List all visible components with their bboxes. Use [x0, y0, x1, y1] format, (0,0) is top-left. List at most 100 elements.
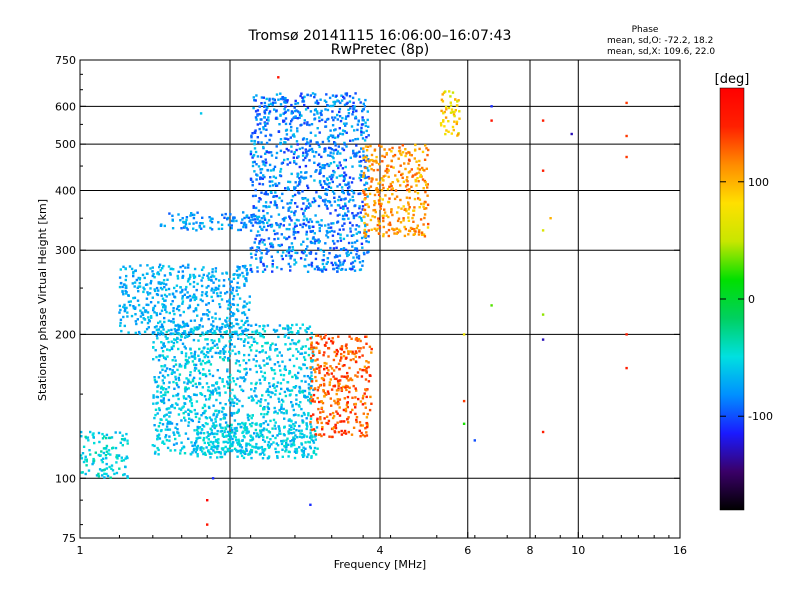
echo-point [192, 332, 195, 335]
echo-point [198, 426, 202, 429]
echo-point [189, 214, 192, 217]
echo-point [250, 256, 253, 259]
echo-point [251, 132, 254, 135]
echo-point [348, 390, 351, 394]
echo-point [358, 150, 361, 153]
echo-point [163, 316, 166, 320]
echo-point [248, 423, 252, 426]
echo-point [196, 412, 199, 415]
echo-point [157, 301, 160, 304]
echo-point [263, 440, 267, 443]
echo-point [216, 432, 219, 436]
echo-point [323, 336, 326, 339]
echo-point [285, 101, 289, 104]
echo-point [267, 237, 271, 240]
echo-point [113, 472, 116, 476]
echo-point [261, 334, 264, 338]
echo-point [163, 376, 166, 379]
echo-point [236, 308, 239, 311]
echo-point [130, 267, 134, 271]
echo-point [282, 120, 285, 123]
echo-point [541, 229, 545, 232]
echo-point [244, 428, 247, 432]
echo-point [201, 325, 204, 328]
echo-point [301, 420, 305, 424]
echo-point [282, 412, 285, 415]
echo-point [125, 306, 128, 310]
echo-point [222, 447, 225, 450]
echo-point [279, 432, 282, 435]
echo-point [271, 391, 274, 395]
echo-point [219, 455, 222, 459]
echo-point [412, 213, 415, 217]
echo-point [279, 138, 283, 141]
echo-point [165, 288, 168, 292]
echo-point [232, 297, 235, 301]
echo-point [152, 358, 155, 361]
echo-point [357, 119, 360, 122]
echo-point [263, 413, 266, 416]
echo-point [141, 313, 145, 316]
echo-point [262, 127, 265, 131]
echo-point [346, 401, 349, 404]
echo-point [207, 359, 210, 363]
echo-point [315, 426, 319, 429]
echo-point [221, 410, 224, 413]
echo-point [359, 173, 362, 176]
echo-point [294, 102, 297, 105]
echo-point [360, 129, 363, 132]
echo-point [243, 216, 246, 220]
echo-point [80, 435, 83, 438]
echo-point [357, 98, 361, 101]
echo-point [214, 439, 218, 443]
echo-point [266, 357, 269, 360]
echo-point [318, 165, 322, 169]
echo-point [337, 335, 340, 338]
echo-point [326, 390, 330, 393]
echo-point [261, 433, 264, 437]
echo-point [365, 371, 368, 374]
echo-point [263, 192, 266, 195]
chart-title: Tromsø 20141115 16:06:00–16:07:43 [248, 28, 512, 44]
echo-point [314, 453, 318, 456]
echo-point [229, 435, 233, 438]
echo-point [334, 144, 337, 147]
echo-point [217, 351, 220, 355]
echo-point [179, 452, 182, 455]
echo-point [338, 414, 342, 417]
echo-point [234, 362, 238, 365]
echo-point [240, 326, 243, 329]
echo-point [332, 340, 335, 344]
echo-point [219, 350, 222, 353]
echo-point [218, 409, 221, 413]
echo-point [249, 247, 252, 250]
echo-point [153, 452, 157, 455]
echo-point [345, 214, 348, 217]
echo-point [234, 396, 237, 399]
echo-point [117, 454, 121, 457]
echo-point [377, 220, 380, 223]
echo-point [189, 371, 192, 374]
echo-point [343, 222, 346, 225]
echo-point [235, 286, 239, 289]
echo-point [164, 308, 167, 311]
echo-point [447, 120, 450, 123]
echo-point [268, 138, 271, 142]
echo-point [296, 110, 300, 113]
echo-point [276, 412, 279, 415]
echo-point [289, 440, 292, 443]
echo-point [255, 401, 259, 405]
echo-point [319, 335, 322, 338]
echo-point [262, 145, 265, 149]
echo-point [336, 255, 339, 258]
echo-point [178, 304, 181, 308]
echo-point [341, 189, 344, 192]
echo-point [189, 452, 192, 456]
echo-point [541, 119, 545, 122]
echo-point [242, 430, 245, 433]
echo-point [342, 205, 345, 208]
echo-point [361, 200, 364, 204]
echo-point [317, 433, 320, 436]
echo-point [362, 412, 365, 415]
echo-point [328, 230, 331, 234]
